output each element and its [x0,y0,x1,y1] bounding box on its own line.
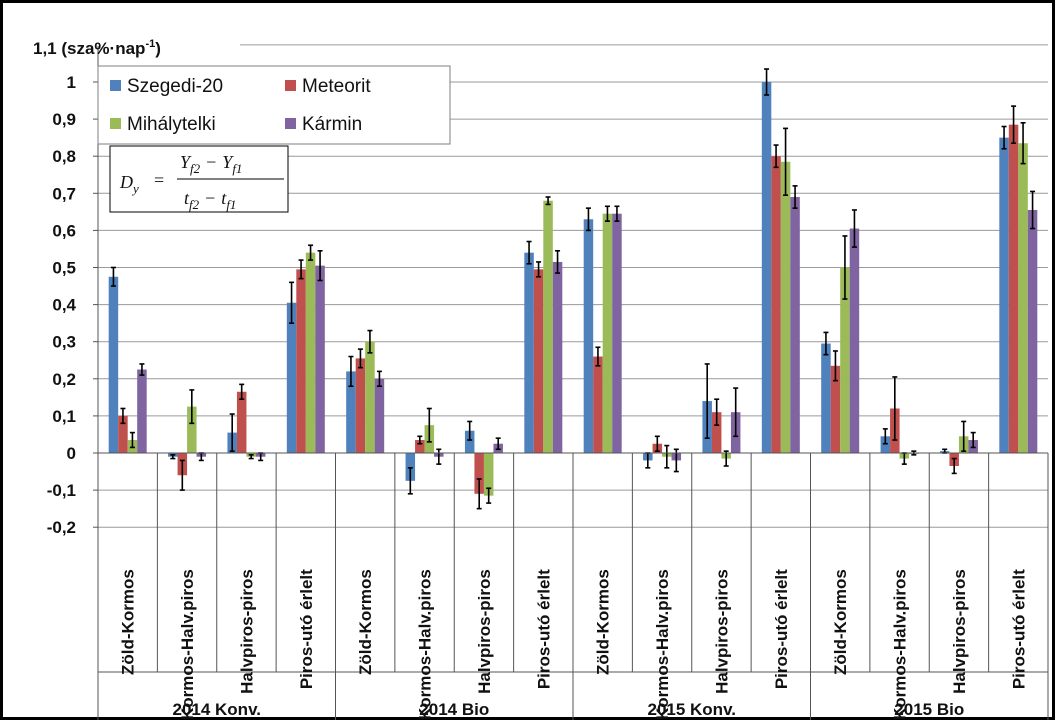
bar-k-rmin [137,369,147,453]
bar-k-rmin [790,197,800,453]
category-label: Kormos-Halv.piros [653,569,672,720]
category-label: Zöld-Kormos [831,569,850,675]
bar-szegedi-20 [999,137,1009,453]
legend-label: Kármin [302,114,362,135]
y-tick-label: -0,2 [47,518,76,537]
legend-label: Meteorit [302,76,371,97]
y-tick-label: 0,1 [52,407,76,426]
bar-meteorit [355,358,366,453]
bar-mih-lytelki [365,341,375,453]
bar-meteorit [711,412,722,453]
bar-szegedi-20 [524,252,534,453]
axes [93,46,1049,720]
category-label: Piros-utó érlelt [1009,569,1028,689]
bar-meteorit [296,269,306,453]
y-tick-label: -0,1 [47,481,76,500]
category-label: Halvpiros-piros [712,569,731,694]
legend: Szegedi-20 Meteorit Mihálytelki Kármin [97,65,451,145]
legend-box [97,65,451,145]
legend-label: Mihálytelki [127,114,216,135]
bar-k-rmin [315,265,325,453]
group-label: 2014 Bio [419,700,489,719]
bar-szegedi-20 [405,453,416,481]
y-tick-label: 0,9 [52,110,76,129]
bar-k-rmin [612,213,622,453]
y-tick-label: 0,4 [52,296,76,315]
bar-k-rmin [849,228,860,453]
formula-box: Dy = Yf2− Yf1 tf2− tf1 [109,145,289,213]
bar-mih-lytelki [187,406,197,453]
formula-denominator: tf2− tf1 [184,188,236,212]
formula-numerator: Yf2− Yf1 [180,152,242,176]
y-tick-label: 0,6 [52,221,76,240]
y-tick-label: 0,3 [52,333,76,352]
bar-meteorit [236,391,247,453]
group-label: 2015 Bio [894,700,964,719]
bar-szegedi-20 [821,343,831,453]
bar-mih-lytelki [483,453,494,496]
bars [108,68,1038,510]
category-label: Zöld-Kormos [119,569,138,675]
bar-meteorit [118,415,128,453]
y-tick-label: 0,8 [52,147,76,166]
bar-mih-lytelki [840,267,850,453]
category-label: Piros-utó érlelt [772,569,791,689]
bar-k-rmin [374,378,385,453]
bar-meteorit [415,440,425,453]
bar-k-rmin [552,261,563,453]
bar-szegedi-20 [464,430,475,453]
category-label: Halvpiros-piros [237,569,256,694]
bar-mih-lytelki [780,161,791,453]
legend-swatch [285,118,296,129]
y-tick-label: 1 [67,73,76,92]
category-label: Zöld-Kormos [356,569,375,675]
legend-swatch [110,118,121,129]
bar-szegedi-20 [346,371,356,453]
category-label: Piros-utó érlelt [534,569,553,689]
category-label: Zöld-Kormos [594,569,613,675]
y-axis-unit-label: 1,1 (sza%·nap-1) [33,38,161,58]
category-label: Halvpiros-piros [950,569,969,694]
y-tick-label: 0 [67,444,76,463]
y-tick-label: 0,7 [52,184,76,203]
category-label: Kormos-Halv.piros [416,569,435,720]
bar-meteorit [1008,124,1019,453]
bar-szegedi-20 [286,302,297,453]
bar-meteorit [830,365,841,453]
group-label: 2014 Konv. [172,700,261,719]
category-label: Halvpiros-piros [475,569,494,694]
formula-lhs: Dy [119,172,139,196]
bar-meteorit [533,269,544,453]
category-label: Kormos-Halv.piros [891,569,910,720]
bar-mih-lytelki [543,200,553,453]
bar-szegedi-20 [108,276,119,453]
legend-swatch [285,80,296,91]
bar-mih-lytelki [602,213,613,453]
bar-szegedi-20 [583,219,594,453]
bar-k-rmin [1027,209,1038,453]
bar-meteorit [474,453,484,494]
group-label: 2015 Konv. [647,700,736,719]
bar-meteorit [771,156,781,453]
bar-szegedi-20 [880,436,891,453]
y-tick-label: 0,5 [52,259,76,278]
category-label: Piros-utó érlelt [297,569,316,689]
category-label: Kormos-Halv.piros [178,569,197,720]
formula-equals: = [154,170,164,190]
bar-mih-lytelki [1018,143,1028,453]
bar-szegedi-20 [761,82,772,453]
bar-meteorit [593,356,603,453]
legend-label: Szegedi-20 [127,76,223,97]
y-tick-label: 0,2 [52,370,76,389]
bar-mih-lytelki [305,252,316,453]
legend-swatch [110,80,121,91]
labels: -0,2 -0,1 0 0,1 0,2 0,3 0,4 0,5 0,6 0,7 0,8 0,9 1 Zöl… [47,73,1029,720]
